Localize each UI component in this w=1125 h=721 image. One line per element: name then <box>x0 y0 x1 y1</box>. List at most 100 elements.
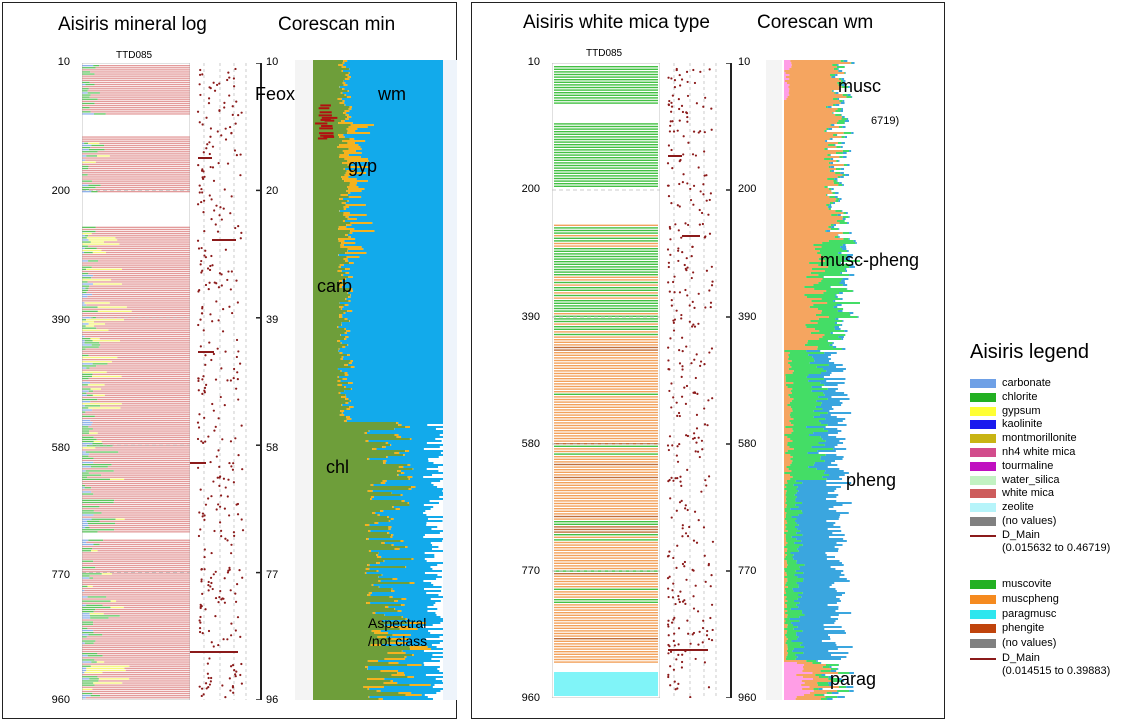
legend-item-montmorillonite: montmorillonite <box>970 432 1077 445</box>
legend-swatch <box>970 475 996 485</box>
legend-label: zeolite <box>1002 501 1034 514</box>
depth-label-right-10: 10 <box>266 56 279 68</box>
legend-label: (no values) <box>1002 637 1057 650</box>
legend-swatch <box>970 658 996 660</box>
legend-swatch <box>970 517 996 526</box>
legend-label: kaolinite <box>1002 418 1043 431</box>
legend-label: white mica <box>1002 487 1054 500</box>
wm-depth-label-right-580: 580 <box>738 438 757 450</box>
legend-swatch <box>970 461 996 471</box>
annotation-pheng: pheng <box>846 470 897 490</box>
annotation-musc: musc <box>838 76 882 96</box>
legend-label: muscovite <box>1002 578 1052 590</box>
legend-swatch <box>970 379 996 388</box>
annotation-aspectral-line2: /not class <box>368 633 428 649</box>
white-mica-title: Aisiris white mica type <box>523 12 710 33</box>
wm-depth-label-right-200: 200 <box>738 183 757 195</box>
legend-item-carbonate: carbonate <box>970 377 1051 390</box>
legend-item-nh4-white-mica: nh4 white mica <box>970 446 1075 459</box>
depth-label-770: 770 <box>51 569 70 581</box>
legend-swatch <box>970 534 996 537</box>
legend-swatch <box>970 489 996 499</box>
white-mica-panel <box>471 2 945 719</box>
legend-item-d-main-2: D_Main <box>970 652 1040 665</box>
legend-label: montmorillonite <box>1002 432 1077 445</box>
legend-swatch <box>970 609 996 619</box>
legend-swatch <box>970 624 996 634</box>
annotation-aspectral: Aspectral /not class <box>368 614 427 650</box>
wm-depth-label-right-10: 10 <box>738 56 751 68</box>
legend-swatch <box>970 594 996 604</box>
legend-swatch <box>970 420 996 430</box>
legend-label: phengite <box>1002 622 1045 635</box>
legend-label: chlorite <box>1002 390 1038 403</box>
legend-label: (no values) <box>1002 515 1057 527</box>
depth-label-right-58: 58 <box>266 442 279 454</box>
depth-label-right-77: 77 <box>266 569 279 581</box>
wm-depth-label-right-960: 960 <box>738 692 757 704</box>
depth-scatter-track <box>190 63 262 700</box>
legend-label: D_Main <box>1002 528 1040 541</box>
legend-label: paragmusc <box>1002 607 1057 620</box>
wm-depth-label-10: 10 <box>527 56 540 68</box>
well-name-right: TTD085 <box>586 48 623 59</box>
depth-label-200: 200 <box>51 185 70 197</box>
legend-label: water_silica <box>1002 473 1060 486</box>
wm-depth-label-200: 200 <box>521 183 540 195</box>
depth-label-10: 10 <box>57 56 70 68</box>
annotation-chl: chl <box>326 457 350 477</box>
annotation-carb: carb <box>317 276 353 296</box>
depth-label-390: 390 <box>51 314 70 326</box>
legend-item-muscpheng-2: muscpheng <box>970 593 1059 606</box>
wm-depth-scatter-track <box>660 63 732 698</box>
corescan-wm-image <box>766 60 860 700</box>
wm-depth-label-580: 580 <box>521 438 540 450</box>
legend-item-water-silica: water_silica <box>970 474 1059 487</box>
depth-label-right-20: 20 <box>266 185 279 197</box>
wm-depth-label-770: 770 <box>521 565 540 577</box>
legend-range-2: (0.014515 to 0.39883) <box>1002 665 1111 677</box>
legend-swatch <box>970 503 996 513</box>
white-mica-track <box>552 63 660 698</box>
annotation-gyp: gyp <box>348 156 378 176</box>
corescan-min-image <box>295 60 457 700</box>
legend-label: D_Main <box>1002 652 1040 664</box>
legend-item-zeolite: zeolite <box>970 501 1034 514</box>
legend-swatch <box>970 580 996 589</box>
annotation-aspectral-line1: Aspectral <box>368 615 427 631</box>
legend-item-phengite-2: phengite <box>970 622 1044 635</box>
depth-label-right-96: 96 <box>266 694 279 706</box>
legend-range-1: (0.015632 to 0.46719) <box>1002 541 1111 554</box>
wm-depth-label-390: 390 <box>521 311 540 323</box>
legend-swatch <box>970 392 996 402</box>
legend-title: Aisiris legend <box>970 341 1089 363</box>
annotation-range-fragment: 6719) <box>871 115 900 127</box>
annotation-feox: Feox <box>255 84 296 104</box>
annotation-parag: parag <box>830 669 877 689</box>
corescan-min-title: Corescan min <box>278 14 396 35</box>
annotation-musc-pheng: musc-pheng <box>820 250 920 270</box>
wm-depth-label-960: 960 <box>521 692 540 704</box>
legend-item-chlorite: chlorite <box>970 391 1037 404</box>
legend-item-white-mica: white mica <box>970 487 1054 500</box>
legend-item--no-values-: (no values) <box>970 515 1056 528</box>
wm-depth-label-right-770: 770 <box>738 565 757 577</box>
legend-label: tourmaline <box>1002 459 1054 472</box>
mineral-log-track <box>82 63 190 700</box>
legend-label: muscpheng <box>1002 592 1059 605</box>
legend-item-tourmaline: tourmaline <box>970 460 1053 473</box>
legend-label: gypsum <box>1002 404 1041 417</box>
legend-swatch <box>970 434 996 444</box>
legend-item--no-values--2: (no values) <box>970 637 1056 650</box>
legend-swatch <box>970 639 996 649</box>
depth-label-960: 960 <box>51 694 70 706</box>
well-name: TTD085 <box>116 50 153 61</box>
legend-item-gypsum: gypsum <box>970 405 1041 418</box>
mineral-log-title: Aisiris mineral log <box>58 14 207 35</box>
legend-swatch <box>970 406 996 416</box>
legend-item-paragmusc-2: paragmusc <box>970 608 1056 621</box>
legend-item-d-main-1: D_Main <box>970 529 1040 542</box>
legend-item-muscovite-2: muscovite <box>970 578 1052 591</box>
corescan-wm-title: Corescan wm <box>757 12 874 33</box>
depth-label-580: 580 <box>51 442 70 454</box>
